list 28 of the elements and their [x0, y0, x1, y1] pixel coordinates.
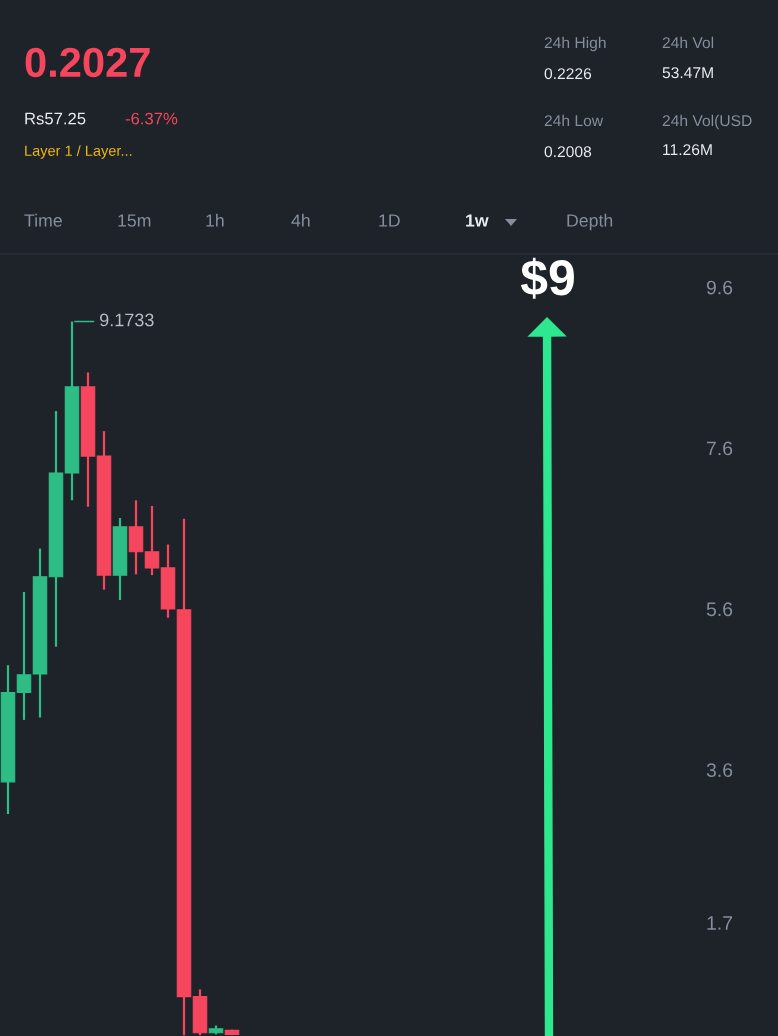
annotation: $9: [520, 257, 574, 299]
text: Time: [24, 213, 62, 227]
text: 24h High: [544, 36, 606, 52]
y-tick-label: 1.7: [707, 916, 733, 930]
text: 0.2027: [25, 47, 150, 78]
y-tick-label: 5.6: [706, 602, 733, 617]
text: 1h: [206, 213, 224, 227]
text: 1D: [379, 214, 400, 227]
text: Rs57.25: [25, 112, 86, 125]
y-tick-label: 3.6: [706, 763, 733, 778]
text: 0.2226: [544, 68, 592, 80]
text: 24h Low: [544, 114, 604, 127]
text: -6.37%: [125, 112, 178, 125]
text: 15m: [118, 214, 151, 227]
text: Depth: [567, 213, 613, 231]
text: 24h Vol: [662, 36, 714, 49]
candlestick: [16, 590, 32, 722]
text: 24h Vol(USD: [662, 114, 752, 130]
candlestick: [144, 504, 160, 577]
text: 0.2008: [544, 146, 592, 158]
text: 53.47M: [662, 67, 713, 79]
y-tick-label: 9.6: [706, 280, 733, 295]
annotation: 9.1733: [100, 313, 154, 327]
y-tick-label: 7.6: [707, 441, 733, 456]
text: 4h: [291, 213, 310, 227]
text: 1w: [466, 214, 489, 227]
text: Layer 1 / Layer...: [25, 145, 132, 159]
text: 11.26M: [663, 144, 712, 156]
